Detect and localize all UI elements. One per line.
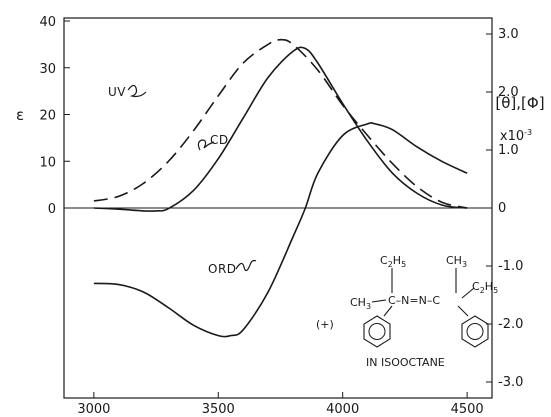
c2h5-right-c: C [472, 280, 480, 293]
x-tick-label: 4500 [451, 402, 484, 417]
left-axis-title: ε [16, 106, 24, 124]
x-axis-ticks: 3000 3500 4000 4500 [77, 392, 484, 417]
c2h5-top: C2H5 [380, 254, 406, 269]
series-line-cd [93, 46, 468, 212]
series-line-uv [93, 38, 468, 209]
c2h5-top-5: 5 [401, 260, 406, 269]
cd-leader-squiggle [197, 139, 215, 151]
left-tick-label: 30 [39, 62, 56, 77]
c2h5-top-h: H [393, 254, 401, 267]
phenyl-ring-right-aromatic [466, 323, 484, 340]
right-axis-ticks: 3.0 2.0 1.0 0 -1.0 -2.0 -3.0 [486, 27, 523, 390]
right-tick-label: -1.0 [498, 259, 523, 274]
left-tick-label: 10 [39, 155, 56, 170]
right-axis-multiplier-exp: -3 [524, 128, 532, 137]
phenyl-ring-right [461, 315, 489, 348]
c2h5-top-2: 2 [388, 260, 393, 269]
ord-annotation: ORD [208, 262, 237, 276]
c2h5-right-2: 2 [480, 286, 485, 295]
phenyl-ring-left [363, 315, 391, 348]
bond-left-ch3 [371, 299, 387, 303]
uv-annotation: UV [108, 85, 126, 99]
x-tick-label: 4000 [326, 402, 359, 417]
phenyl-ring-left-aromatic [368, 323, 386, 340]
right-tick-label: 1.0 [498, 143, 519, 158]
ord-leader-squiggle [235, 259, 257, 272]
ch3-left-ch: CH [350, 296, 366, 309]
right-axis-multiplier: x10-3 [500, 128, 532, 144]
left-tick-label: 40 [39, 15, 56, 30]
phenyl-ring-right-hexagon [461, 315, 489, 348]
ch3-top-right: CH3 [446, 254, 467, 269]
azo-backbone: C–N=N–C [388, 294, 440, 307]
c2h5-right-h: H [485, 280, 493, 293]
phenyl-ring-left-hexagon [363, 315, 391, 348]
c2h5-right-5: 5 [493, 286, 498, 295]
c2h5-top-c: C [380, 254, 388, 267]
bond-left-phenyl [383, 305, 393, 317]
left-tick-label: 0 [48, 202, 56, 217]
right-tick-label: -2.0 [498, 317, 523, 332]
bond-right-phenyl [457, 305, 469, 317]
x-tick-label: 3000 [77, 402, 110, 417]
uv-leader-squiggle [127, 84, 147, 98]
c2h5-right: C2H5 [472, 280, 498, 295]
x-tick-label: 3500 [202, 402, 235, 417]
right-tick-label: 2.0 [498, 85, 519, 100]
right-tick-label: -3.0 [498, 375, 523, 390]
right-axis-multiplier-base: x10 [500, 129, 524, 144]
series-layer [93, 38, 468, 338]
chemical-structure: (+) CH3 C2H5 CH3 C2H5 C–N=N–C IN ISOOCTA… [316, 254, 498, 369]
left-axis-ticks: 0 10 20 30 40 [39, 15, 70, 217]
ch3-top-right-ch: CH [446, 254, 462, 267]
ch3-left-sub: 3 [366, 302, 371, 311]
series-line-ord [93, 121, 468, 338]
right-tick-label: 0 [498, 201, 506, 216]
right-axis-title: [θ],[Φ] [495, 94, 544, 112]
ch3-top-right-sub: 3 [462, 260, 467, 269]
cd-annotation: CD [210, 133, 229, 147]
right-tick-label: 3.0 [498, 27, 519, 42]
bond-right-c2h5 [461, 287, 475, 299]
ch3-left: CH3 [350, 296, 371, 311]
solvent-label: IN ISOOCTANE [366, 356, 445, 369]
structure-prefix: (+) [316, 318, 334, 331]
left-tick-label: 20 [39, 109, 56, 124]
